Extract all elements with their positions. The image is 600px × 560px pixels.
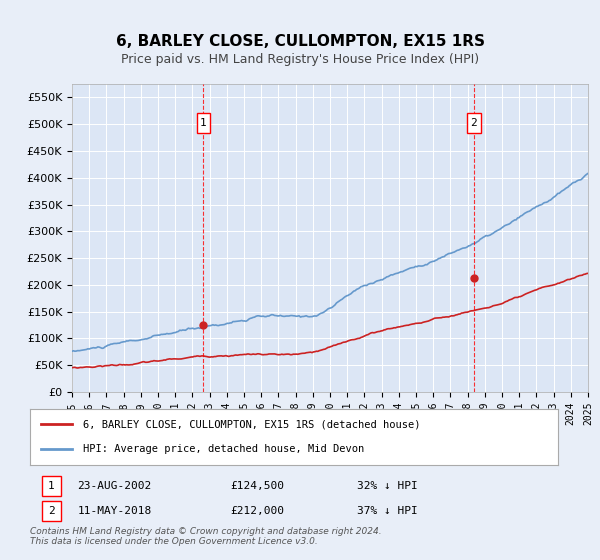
FancyBboxPatch shape	[41, 476, 61, 496]
Text: 2: 2	[470, 118, 477, 128]
Text: 23-AUG-2002: 23-AUG-2002	[77, 481, 152, 491]
Text: 6, BARLEY CLOSE, CULLOMPTON, EX15 1RS (detached house): 6, BARLEY CLOSE, CULLOMPTON, EX15 1RS (d…	[83, 419, 420, 430]
Text: HPI: Average price, detached house, Mid Devon: HPI: Average price, detached house, Mid …	[83, 444, 364, 454]
Text: 37% ↓ HPI: 37% ↓ HPI	[358, 506, 418, 516]
FancyBboxPatch shape	[197, 114, 210, 133]
Text: 1: 1	[48, 481, 55, 491]
Text: 32% ↓ HPI: 32% ↓ HPI	[358, 481, 418, 491]
Text: 1: 1	[200, 118, 207, 128]
Text: £212,000: £212,000	[230, 506, 284, 516]
FancyBboxPatch shape	[41, 501, 61, 521]
Text: Contains HM Land Registry data © Crown copyright and database right 2024.
This d: Contains HM Land Registry data © Crown c…	[30, 526, 382, 546]
Text: 2: 2	[48, 506, 55, 516]
FancyBboxPatch shape	[467, 114, 481, 133]
Text: Price paid vs. HM Land Registry's House Price Index (HPI): Price paid vs. HM Land Registry's House …	[121, 53, 479, 66]
Text: 6, BARLEY CLOSE, CULLOMPTON, EX15 1RS: 6, BARLEY CLOSE, CULLOMPTON, EX15 1RS	[115, 34, 485, 49]
Text: £124,500: £124,500	[230, 481, 284, 491]
Text: 11-MAY-2018: 11-MAY-2018	[77, 506, 152, 516]
